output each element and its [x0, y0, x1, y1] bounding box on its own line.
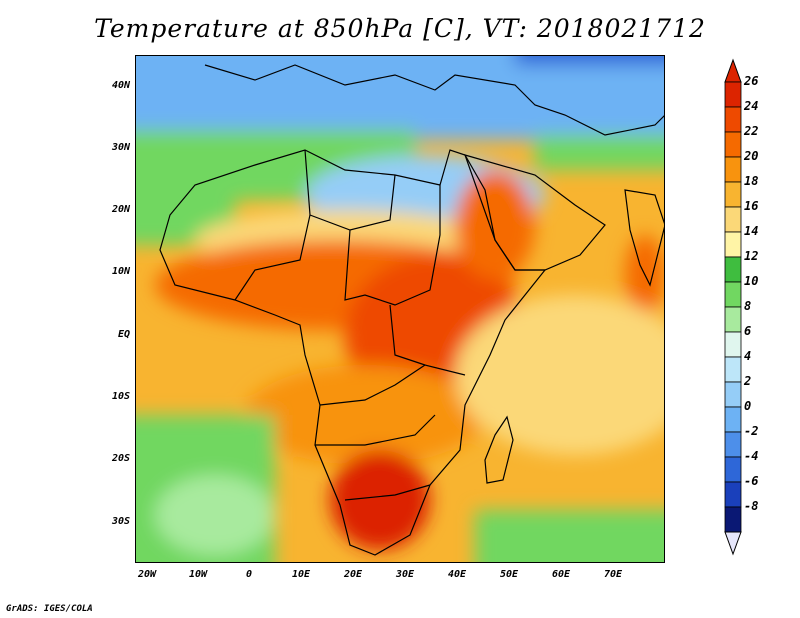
field-ocean-yellow [455, 295, 665, 455]
colorbar-swatch [724, 206, 742, 233]
colorbar-swatch [724, 156, 742, 183]
lon-label-20w: 20W [137, 569, 157, 580]
lat-label-eq: EQ [117, 329, 130, 340]
madagascar-outline [484, 415, 514, 484]
colorbar-swatch [724, 331, 742, 358]
colorbar-swatch [724, 406, 742, 433]
lon-label-10e: 10E [291, 569, 311, 580]
field-south-africa-hot [330, 450, 430, 550]
colorbar-label: -8 [744, 499, 759, 513]
lon-label-50e: 50E [499, 569, 519, 580]
field-arabia-hot [455, 170, 535, 280]
colorbar-swatch [724, 81, 742, 108]
colorbar-top-arrow [724, 58, 742, 83]
border-4 [319, 364, 466, 406]
colorbar-swatch [724, 481, 742, 508]
colorbar-swatch [724, 381, 742, 408]
colorbar-label: 8 [744, 299, 752, 313]
colorbar [724, 58, 742, 556]
colorbar-label: -4 [744, 449, 759, 463]
colorbar-swatch [724, 506, 742, 533]
border-3 [234, 214, 311, 301]
lat-label-30s: 30S [111, 516, 130, 527]
colorbar-swatch [724, 456, 742, 483]
lat-label-10n: 10N [111, 266, 130, 277]
colorbar-swatch [724, 281, 742, 308]
footer-credit: GrADS: IGES/COLA [6, 604, 93, 614]
colorbar-label: 6 [744, 324, 752, 338]
temperature-map [135, 55, 665, 563]
lon-label-10w: 10W [188, 569, 208, 580]
field-iran-green [535, 135, 665, 170]
field-north-coldest [515, 55, 665, 65]
lon-label-30e: 30E [395, 569, 415, 580]
colorbar-bottom-arrow [724, 531, 742, 556]
colorbar-label: 20 [744, 149, 759, 163]
colorbar-label: 2 [744, 374, 752, 388]
lon-label-70e: 70E [603, 569, 623, 580]
lon-label-40e: 40E [447, 569, 467, 580]
lat-label-40n: 40N [111, 80, 130, 91]
colorbar-label: 14 [744, 224, 759, 238]
border-7 [389, 304, 426, 366]
colorbar-label: 26 [744, 74, 759, 88]
lat-label-20n: 20N [111, 204, 130, 215]
colorbar-label: -2 [744, 424, 759, 438]
colorbar-label: 10 [744, 274, 759, 288]
colorbar-label: 16 [744, 199, 759, 213]
lon-label-0: 0 [245, 569, 253, 580]
field-south-light [155, 475, 275, 555]
colorbar-swatch [724, 356, 742, 383]
colorbar-swatch [724, 306, 742, 333]
colorbar-swatch [724, 181, 742, 208]
india-coastline [624, 189, 665, 287]
colorbar-label: 0 [744, 399, 752, 413]
map-title: Temperature at 850hPa [C], VT: 201802171… [94, 14, 706, 43]
lat-label-30n: 30N [111, 142, 130, 153]
colorbar-swatch [724, 131, 742, 158]
colorbar-swatch [724, 431, 742, 458]
colorbar-label: 12 [744, 249, 759, 263]
colorbar-label: 4 [744, 349, 752, 363]
colorbar-swatch [724, 106, 742, 133]
colorbar-label: 22 [744, 124, 759, 138]
field-south-ocean-green [475, 510, 665, 563]
lon-label-20e: 20E [343, 569, 363, 580]
arabia-coastline [464, 154, 606, 271]
colorbar-swatch [724, 231, 742, 258]
colorbar-swatch [724, 256, 742, 283]
field-north-cold [135, 55, 665, 140]
colorbar-label: 18 [744, 174, 759, 188]
colorbar-label: -6 [744, 474, 759, 488]
border-2 [344, 185, 441, 306]
lat-label-10s: 10S [111, 391, 130, 402]
lon-label-60e: 60E [551, 569, 571, 580]
field-central-warm [245, 365, 485, 465]
europe-coastline [204, 64, 665, 136]
colorbar-label: 24 [744, 99, 759, 113]
lat-label-20s: 20S [111, 453, 130, 464]
border-5 [344, 484, 431, 501]
border-6 [315, 414, 436, 446]
